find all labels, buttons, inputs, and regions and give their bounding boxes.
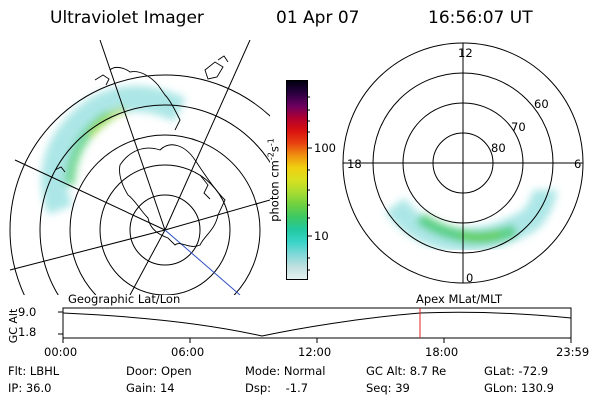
sun-direction-line xyxy=(164,229,241,295)
mlat-label-80: 80 xyxy=(491,141,506,155)
mlt-label-12: 12 xyxy=(458,46,473,60)
mlt-label-6: 6 xyxy=(574,157,582,171)
timeline-xtick-0600: 06:00 xyxy=(171,345,205,359)
timeline-ytick-1-8: 1.8 xyxy=(18,325,37,339)
info-seq: Seq: 39 xyxy=(366,381,410,395)
colorbar-tick-100: 100 xyxy=(314,141,336,155)
lat-circle xyxy=(99,164,231,295)
info-mode: Mode: Normal xyxy=(245,364,326,378)
colorbar-tick-10: 10 xyxy=(314,229,329,243)
timeline-ticks xyxy=(58,311,572,343)
info-filter: Flt: LBHL xyxy=(8,364,60,378)
info-glon: GLon: 130.9 xyxy=(484,381,554,395)
mlt-label-0: 0 xyxy=(466,271,474,285)
mlt-label-18: 18 xyxy=(347,157,362,171)
apex-title: Apex MLat/MLT xyxy=(416,292,503,306)
lat-circle xyxy=(69,134,261,295)
date-label: 01 Apr 07 xyxy=(276,8,360,28)
mlat-label-70: 70 xyxy=(511,120,526,134)
timeline-xtick-0000: 00:00 xyxy=(44,345,78,359)
lat-circle xyxy=(129,194,201,266)
time-label: 16:56:07 UT xyxy=(428,8,533,28)
coastlines xyxy=(54,55,229,247)
lat-circle xyxy=(9,74,270,295)
colorbar xyxy=(286,80,308,280)
instrument-title: Ultraviolet Imager xyxy=(50,8,204,28)
mlt-axes xyxy=(343,43,583,283)
aurora-right xyxy=(385,188,557,252)
info-door: Door: Open xyxy=(126,364,192,378)
timeline-xtick-1200: 12:00 xyxy=(298,345,332,359)
timeline-xtick-2359: 23:59 xyxy=(556,345,590,359)
meridian-lines xyxy=(9,40,270,295)
geographic-title: Geographic Lat/Lon xyxy=(68,292,181,306)
info-ip: IP: 36.0 xyxy=(8,381,52,395)
timeline-ytick-9: 9.0 xyxy=(18,305,37,319)
info-dsp: Dsp: -1.7 xyxy=(245,381,309,395)
altitude-curve xyxy=(62,311,572,337)
info-glat: GLat: -72.9 xyxy=(484,364,549,378)
lat-circle xyxy=(39,104,270,295)
timeline-xtick-1800: 18:00 xyxy=(425,345,459,359)
info-gc-alt: GC Alt: 8.7 Re xyxy=(366,364,447,378)
mlat-label-60: 60 xyxy=(534,97,549,111)
info-gain: Gain: 14 xyxy=(126,381,175,395)
